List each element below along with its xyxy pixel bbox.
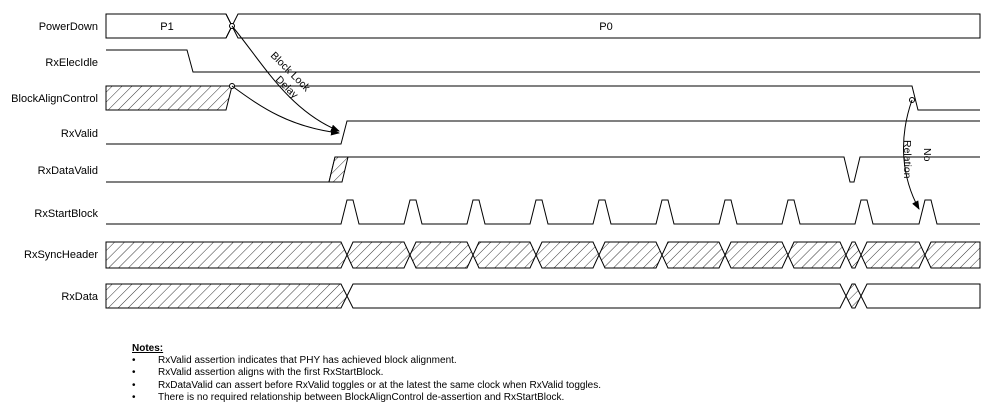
rxsyncheader-waveform (105, 241, 981, 269)
note-text: RxDataValid can assert before RxValid to… (158, 379, 602, 391)
signal-label-rxdatavalid: RxDataValid (38, 165, 98, 177)
signal-label-powerdown: PowerDown (39, 21, 98, 33)
blockaligncontrol-waveform (105, 83, 980, 111)
note-item: There is no required relationship betwee… (132, 391, 601, 404)
note-text: There is no required relationship betwee… (158, 391, 565, 403)
block-lock-delay-arrow (231, 85, 340, 136)
rxdata-waveform (105, 283, 981, 309)
rxelecidle-waveform (106, 49, 980, 73)
note-text: RxValid assertion aligns with the first … (158, 367, 384, 379)
notes-title: Notes: (132, 343, 164, 354)
signal-label-rxvalid: RxValid (61, 128, 98, 140)
signal-label-rxstartblock: RxStartBlock (34, 208, 98, 220)
notes-list: RxValid assertion indicates that PHY has… (132, 355, 601, 404)
annotation-relation: Relation (901, 140, 913, 179)
annotation-no: No (921, 148, 933, 162)
rxvalid-waveform (106, 120, 980, 145)
block-lock-delay-arrow (231, 25, 340, 132)
notes-section: Notes: RxValid assertion indicates that … (132, 343, 601, 404)
signal-label-blockaligncontrol: BlockAlignControl (11, 93, 98, 105)
note-item: RxValid assertion indicates that PHY has… (132, 355, 601, 367)
note-item: RxDataValid can assert before RxValid to… (132, 379, 602, 392)
note-text: RxValid assertion indicates that PHY has… (158, 355, 457, 367)
rxdatavalid-waveform (106, 156, 980, 183)
signal-label-rxsyncheader: RxSyncHeader (24, 249, 98, 261)
note-item: RxValid assertion aligns with the first … (132, 367, 601, 379)
state-label-p1: P1 (160, 21, 173, 33)
rxstartblock-waveform (106, 199, 980, 225)
signal-label-rxdata: RxData (61, 291, 99, 303)
powerdown-waveform (105, 13, 981, 39)
signal-label-rxelecidle: RxElecIdle (45, 57, 98, 69)
state-label-p0: P0 (599, 21, 612, 33)
no-relation-arrow (903, 99, 920, 210)
